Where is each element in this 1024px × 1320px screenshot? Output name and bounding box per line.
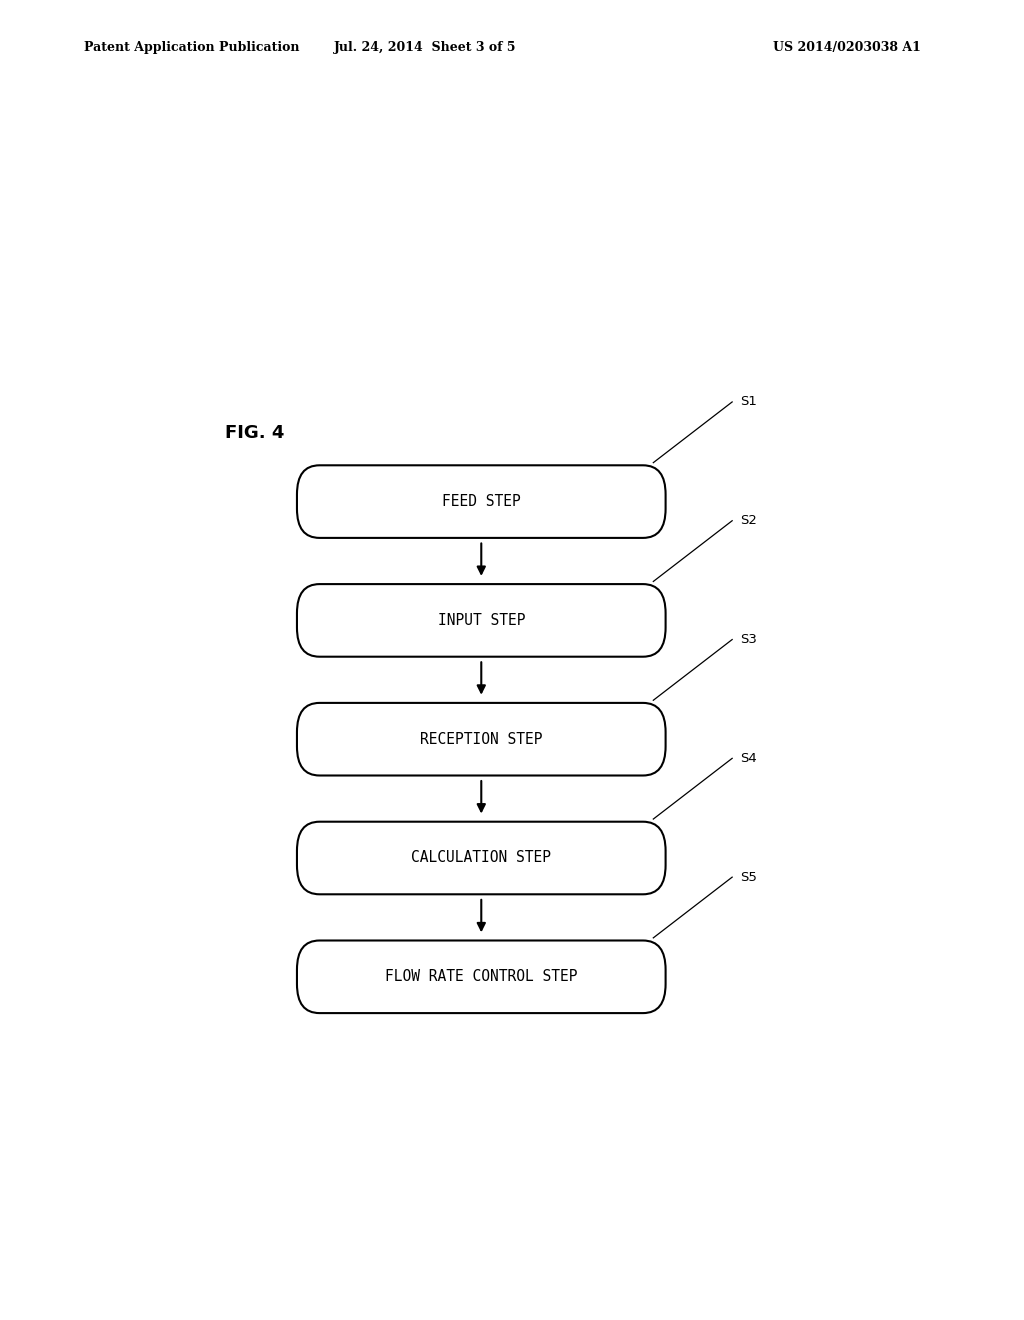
FancyBboxPatch shape	[297, 940, 666, 1014]
Text: FIG. 4: FIG. 4	[225, 424, 285, 442]
Text: S2: S2	[740, 515, 757, 527]
Text: FLOW RATE CONTROL STEP: FLOW RATE CONTROL STEP	[385, 969, 578, 985]
FancyBboxPatch shape	[297, 704, 666, 776]
FancyBboxPatch shape	[297, 821, 666, 895]
Text: RECEPTION STEP: RECEPTION STEP	[420, 731, 543, 747]
Text: S1: S1	[740, 396, 757, 408]
Text: Patent Application Publication: Patent Application Publication	[84, 41, 299, 54]
Text: INPUT STEP: INPUT STEP	[437, 612, 525, 628]
FancyBboxPatch shape	[297, 465, 666, 539]
Text: FEED STEP: FEED STEP	[442, 494, 520, 510]
Text: S4: S4	[740, 752, 757, 764]
Text: US 2014/0203038 A1: US 2014/0203038 A1	[773, 41, 921, 54]
Text: CALCULATION STEP: CALCULATION STEP	[412, 850, 551, 866]
Text: Jul. 24, 2014  Sheet 3 of 5: Jul. 24, 2014 Sheet 3 of 5	[334, 41, 516, 54]
Text: S5: S5	[740, 871, 757, 883]
Text: S3: S3	[740, 634, 757, 645]
FancyBboxPatch shape	[297, 583, 666, 656]
